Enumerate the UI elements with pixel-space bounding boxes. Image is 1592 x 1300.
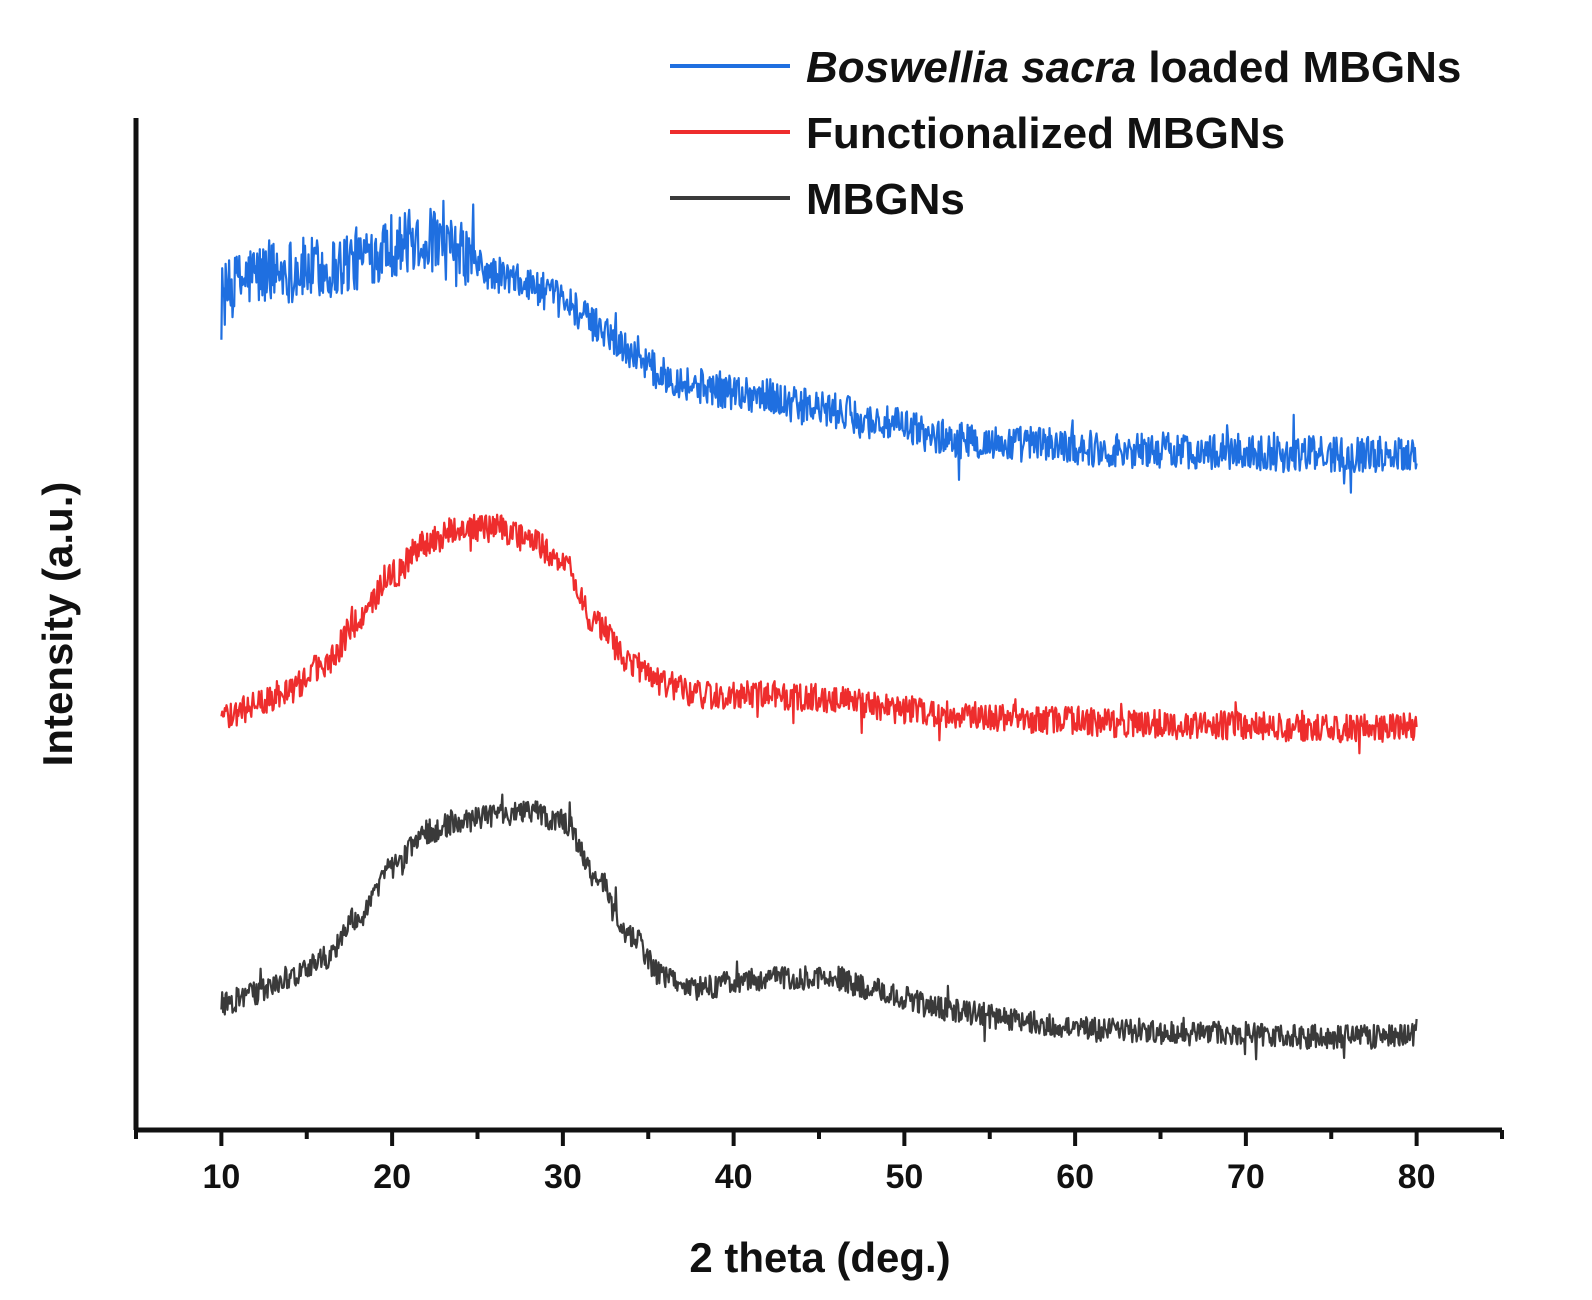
x-tick-label: 30 — [544, 1158, 582, 1196]
series-line-functionalized — [220, 513, 1418, 755]
legend-label-boswellia-italic: Boswellia sacra — [806, 43, 1136, 92]
y-axis-title: Intensity (a.u.) — [34, 482, 81, 767]
legend-label-functionalized: Functionalized MBGNs — [806, 109, 1285, 158]
x-tick-label: 60 — [1056, 1158, 1094, 1196]
series-line-mbgns — [220, 793, 1418, 1061]
x-tick-label: 50 — [885, 1158, 923, 1196]
legend-label-boswellia-rest: loaded MBGNs — [1136, 43, 1461, 92]
x-tick-labels: 10 20 30 40 50 60 70 80 — [202, 1158, 1435, 1196]
legend-label-mbgns: MBGNs — [806, 175, 965, 224]
plot-lines — [220, 199, 1418, 1061]
legend-label-boswellia: Boswellia sacra loaded MBGNs — [806, 43, 1461, 92]
x-tick-label: 70 — [1227, 1158, 1265, 1196]
x-tick-label: 40 — [715, 1158, 753, 1196]
x-axis-title: 2 theta (deg.) — [689, 1234, 950, 1281]
x-tick-label: 10 — [202, 1158, 240, 1196]
x-ticks — [134, 1130, 1504, 1146]
x-tick-label: 80 — [1398, 1158, 1436, 1196]
legend: Boswellia sacra loaded MBGNs Functionali… — [670, 43, 1461, 224]
series-line-boswellia — [220, 199, 1418, 494]
x-tick-label: 20 — [373, 1158, 411, 1196]
